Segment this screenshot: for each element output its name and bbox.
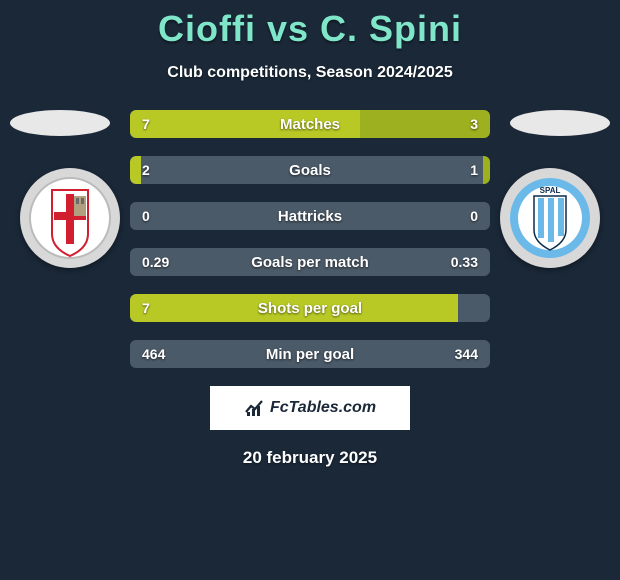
subtitle: Club competitions, Season 2024/2025 [0,64,620,82]
stat-bar-right [483,156,490,184]
left-club-badge [20,168,120,268]
comparison-panel: SPAL 73Matches 2 1Goals 0 0Hattricks 0.29 0.33… [0,110,620,368]
stat-label: Goals per match [130,248,490,276]
spal-crest-icon: SPAL [508,176,592,260]
stat-label: Hattricks [130,202,490,230]
svg-text:SPAL: SPAL [540,186,561,195]
stat-label: Goals [130,156,490,184]
stat-bar-left [130,156,141,184]
right-club-badge: SPAL [500,168,600,268]
watermark: FcTables.com [210,386,410,430]
stat-value-right: 1 [470,156,478,184]
stat-value-left: 464 [142,340,165,368]
stat-value-left: 2 [142,156,150,184]
watermark-text: FcTables.com [270,399,376,417]
left-player-ellipse [10,110,110,136]
stat-value-right: 0.33 [451,248,478,276]
date-label: 20 february 2025 [0,448,620,468]
stat-row: 0.29 0.33Goals per match [130,248,490,276]
chart-icon [244,398,264,418]
stat-value-left: 0 [142,202,150,230]
page-title: Cioffi vs C. Spini [0,0,620,50]
stat-value-right: 344 [455,340,478,368]
right-player-ellipse [510,110,610,136]
stat-row: 464 344Min per goal [130,340,490,368]
rimini-crest-icon [28,176,112,260]
stat-bars: 73Matches 2 1Goals 0 0Hattricks 0.29 0.33Goals… [130,110,490,368]
stat-row: 7Shots per goal [130,294,490,322]
stat-value-left: 0.29 [142,248,169,276]
stat-value-right: 0 [470,202,478,230]
stat-row: 2 1Goals [130,156,490,184]
stat-bar-left [130,110,360,138]
stat-bar-right [360,110,490,138]
stat-label: Min per goal [130,340,490,368]
stat-row: 73Matches [130,110,490,138]
stat-row: 0 0Hattricks [130,202,490,230]
stat-bar-left [130,294,458,322]
